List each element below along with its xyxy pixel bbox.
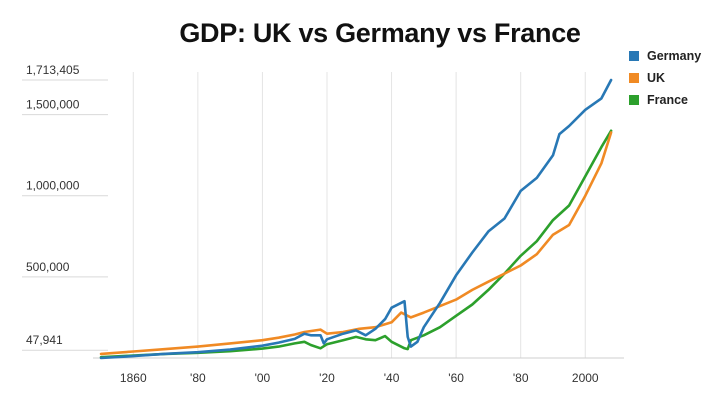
x-tick-label-5: '60 [448, 371, 464, 385]
legend-label-uk: UK [647, 71, 666, 85]
x-tick-label-7: 2000 [572, 371, 599, 385]
legend-swatch-france [629, 95, 639, 105]
series-line-france [99, 129, 613, 359]
x-tick-label-6: '80 [513, 371, 529, 385]
legend-item-uk: UK [629, 67, 701, 89]
series-line-germany [99, 78, 613, 360]
y-tick-label-1-713-405: 1,713,405 [26, 63, 80, 77]
x-tick-label-2: '00 [255, 371, 271, 385]
y-tick-label-1-000-000: 1,000,000 [26, 179, 80, 193]
series-line-uk [99, 131, 613, 356]
x-tick-label-0: 1860 [120, 371, 147, 385]
x-tick-label-1: '80 [190, 371, 206, 385]
legend-swatch-uk [629, 73, 639, 83]
legend-swatch-germany [629, 51, 639, 61]
y-tick-label-500-000: 500,000 [26, 260, 70, 274]
legend-item-france: France [629, 89, 701, 111]
tick-labels: 1860 '80 '00 '20 '40 '60 '80 2000 47,941 500,000 1… [26, 63, 599, 385]
axes [22, 79, 624, 359]
legend-label-france: France [647, 93, 688, 107]
gridlines [132, 72, 586, 358]
series-lines [99, 78, 613, 360]
y-tick-label-1-500-000: 1,500,000 [26, 98, 80, 112]
legend-item-germany: Germany [629, 45, 701, 67]
chart-title: GDP: UK vs Germany vs France [179, 18, 581, 48]
x-tick-label-3: '20 [319, 371, 335, 385]
y-tick-label-47-941: 47,941 [26, 333, 63, 347]
x-tick-label-4: '40 [384, 371, 400, 385]
legend-label-germany: Germany [647, 49, 702, 63]
legend: Germany UK France [629, 45, 701, 111]
